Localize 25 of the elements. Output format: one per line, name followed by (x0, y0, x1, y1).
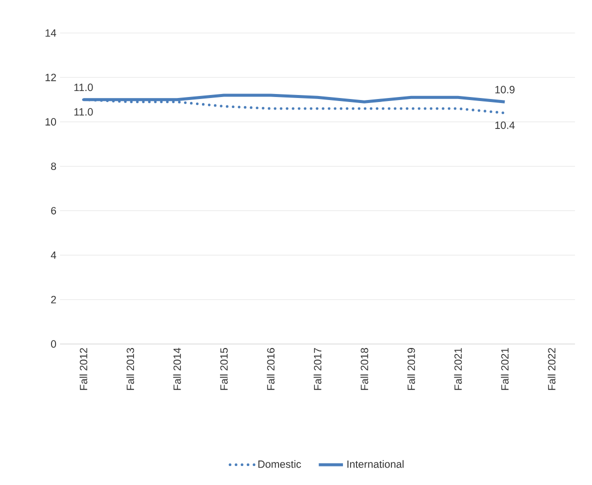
x-tick-label: Fall 2022 (548, 348, 556, 390)
legend-label: International (347, 460, 404, 468)
y-tick-label: 14 (46, 29, 56, 37)
y-tick-label: 10 (46, 118, 56, 126)
data-label: 11.0 (74, 84, 93, 92)
y-tick-label: 4 (50, 252, 56, 259)
x-tick-label: Fall 2014 (173, 348, 181, 390)
x-tick-label: Fall 2012 (80, 348, 88, 390)
x-tick-label: Fall 2021 (454, 348, 462, 390)
x-tick-label: Fall 2015 (220, 348, 228, 390)
data-label: 11.0 (74, 108, 93, 116)
y-tick-label: 0 (51, 340, 56, 348)
y-tick-label: 8 (51, 162, 56, 170)
legend-label: Domestic (258, 460, 301, 468)
x-tick-label: Fall 2019 (407, 348, 415, 390)
x-tick-label: Fall 2017 (314, 348, 322, 390)
y-tick-label: 6 (51, 207, 56, 214)
x-tick-label: Fall 2018 (360, 348, 368, 390)
x-tick-label: Fall 2021 (500, 348, 509, 390)
y-tick-label: 12 (46, 74, 56, 82)
x-tick-label: Fall 2013 (126, 348, 134, 390)
y-tick-label: 2 (51, 296, 56, 304)
data-label: 10.4 (495, 122, 515, 129)
data-label: 10.9 (495, 86, 514, 94)
x-tick-label: Fall 2016 (266, 348, 275, 390)
